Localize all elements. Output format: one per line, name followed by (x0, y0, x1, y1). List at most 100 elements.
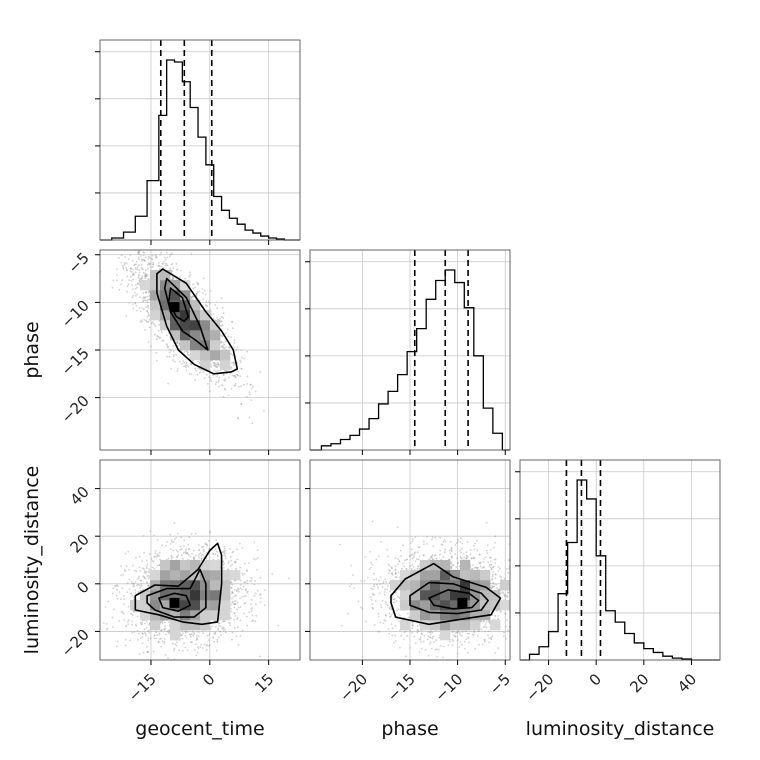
scatter-point (147, 570, 150, 573)
scatter-point (217, 622, 220, 625)
scatter-point (246, 582, 249, 585)
scatter-point (132, 278, 134, 281)
scatter-point (213, 640, 215, 643)
scatter-point (143, 632, 146, 634)
scatter-point (149, 530, 152, 533)
scatter-point (476, 634, 479, 637)
scatter-point (138, 279, 141, 282)
scatter-point (193, 557, 195, 560)
scatter-point (208, 645, 210, 647)
scatter-point (234, 600, 237, 602)
scatter-point (153, 634, 156, 637)
scatter-point (145, 635, 148, 637)
scatter-point (231, 591, 234, 594)
scatter-point (176, 556, 179, 558)
scatter-point (212, 318, 215, 320)
scatter-point (222, 566, 225, 569)
scatter-point (240, 368, 243, 371)
scatter-point (134, 302, 137, 305)
scatter-point (154, 552, 157, 555)
scatter-point (139, 255, 142, 257)
scatter-point (139, 278, 141, 281)
scatter-point (237, 587, 239, 590)
scatter-point (145, 570, 148, 573)
scatter-point (205, 300, 208, 303)
scatter-point (227, 568, 229, 571)
scatter-point (562, 597, 564, 599)
scatter-point (120, 254, 123, 256)
scatter-point (412, 624, 414, 627)
scatter-point (243, 357, 246, 360)
scatter-point (138, 584, 141, 587)
scatter-point (182, 360, 185, 362)
scatter-point (137, 282, 139, 285)
scatter-point (236, 589, 238, 592)
scatter-point (148, 631, 151, 634)
scatter-point (233, 600, 236, 603)
scatter-point (159, 637, 162, 640)
scatter-point (164, 627, 167, 630)
scatter-point (171, 541, 173, 543)
scatter-point (236, 616, 239, 619)
scatter-point (202, 548, 205, 551)
scatter-point (220, 297, 223, 300)
scatter-point (254, 592, 257, 595)
scatter-point (237, 417, 239, 419)
scatter-point (137, 251, 139, 254)
scatter-point (190, 363, 193, 366)
scatter-point (142, 567, 144, 570)
scatter-point (184, 634, 187, 637)
scatter-point (177, 554, 180, 557)
scatter-point (146, 273, 149, 276)
scatter-point (171, 278, 174, 280)
scatter-point (158, 564, 161, 567)
scatter-point (188, 670, 190, 672)
scatter-point (169, 533, 171, 536)
scatter-point (191, 552, 193, 555)
scatter-point (155, 637, 158, 640)
scatter-point (246, 569, 248, 571)
scatter-point (164, 264, 167, 267)
scatter-point (256, 549, 259, 552)
scatter-point (189, 641, 192, 644)
scatter-point (181, 649, 184, 652)
scatter-point (138, 256, 140, 259)
scatter-point (213, 620, 216, 622)
scatter-point (193, 632, 195, 634)
scatter-point (142, 271, 145, 274)
scatter-point (206, 634, 209, 637)
scatter-point (147, 307, 150, 309)
scatter-point (233, 374, 236, 377)
scatter-point (125, 269, 128, 271)
scatter-point (230, 581, 233, 583)
scatter-point (216, 307, 218, 309)
scatter-point (236, 608, 239, 611)
scatter-point (206, 305, 209, 307)
scatter-point (230, 320, 233, 323)
scatter-point (222, 563, 225, 566)
scatter-point (224, 549, 227, 552)
scatter-point (142, 254, 145, 257)
scatter-point (168, 629, 171, 632)
scatter-point (115, 594, 118, 597)
scatter-point (156, 564, 159, 567)
scatter-point (157, 641, 160, 644)
scatter-point (171, 359, 174, 362)
scatter-point (125, 565, 128, 568)
scatter-point (134, 589, 137, 592)
scatter-point (208, 633, 211, 636)
scatter-point (169, 253, 172, 256)
scatter-point (215, 381, 218, 384)
scatter-point (233, 346, 235, 349)
scatter-point (205, 304, 208, 307)
scatter-point (222, 560, 225, 563)
scatter-point (145, 620, 148, 623)
scatter-point (228, 376, 230, 379)
scatter-point (120, 598, 122, 600)
scatter-point (185, 369, 188, 372)
scatter-point (245, 395, 248, 398)
scatter-point (116, 585, 119, 588)
scatter-point (163, 260, 165, 263)
scatter-point (196, 638, 199, 641)
scatter-point (155, 256, 157, 259)
